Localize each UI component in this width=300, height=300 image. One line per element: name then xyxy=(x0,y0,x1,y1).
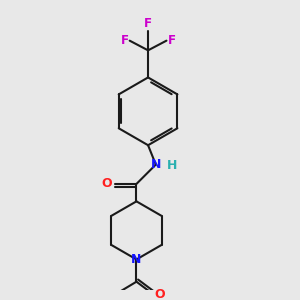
Text: N: N xyxy=(151,158,161,171)
Text: F: F xyxy=(144,17,152,30)
Text: O: O xyxy=(155,288,166,300)
Text: F: F xyxy=(167,34,175,47)
Text: H: H xyxy=(167,159,177,172)
Text: F: F xyxy=(121,34,129,47)
Text: N: N xyxy=(131,253,142,266)
Text: O: O xyxy=(102,177,112,190)
